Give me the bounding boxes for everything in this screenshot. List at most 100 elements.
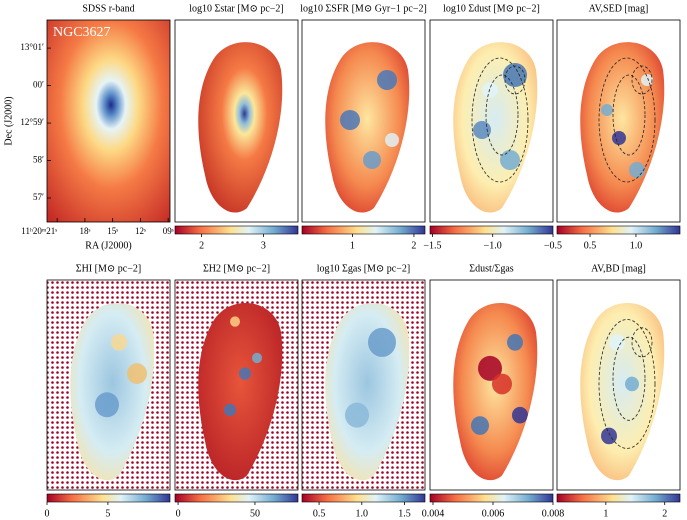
y-axis-label: Dec (J2000): [3, 96, 14, 145]
y-tick-label: 58′: [33, 155, 44, 165]
contour: [598, 319, 656, 449]
map: [198, 42, 283, 213]
map-feature: [363, 151, 381, 169]
colorbar-tick-label: 2: [662, 508, 667, 519]
contour: [631, 327, 653, 358]
galaxy-map: [580, 302, 665, 481]
y-tick-label: 57′: [33, 192, 44, 202]
map-features: [598, 319, 656, 449]
colorbar-tick-label: 1.0: [630, 240, 643, 251]
map: [198, 302, 283, 481]
map: [70, 302, 155, 481]
panel-title: Σdust/Σgas: [469, 263, 514, 274]
contour: [471, 57, 529, 183]
map-feature: [482, 82, 498, 98]
colorbar-tick-label: 0.5: [313, 508, 326, 519]
colorbar-tick-label: −1.0: [484, 240, 502, 251]
panel-title: ΣH2 [M⊙ pc−2]: [203, 263, 270, 274]
map: [453, 42, 538, 213]
colorbar: [174, 493, 299, 503]
colorbar-tick-label: 0: [176, 508, 181, 519]
panel-title: log10 ΣSFR [M⊙ Gyr−1 pc−2]: [300, 3, 427, 14]
colorbar-tick-label: 2: [411, 240, 416, 251]
frame: [301, 19, 426, 223]
x-tick-label: 15ˢ: [107, 226, 118, 236]
colorbar-tick-label: −1.5: [423, 240, 441, 251]
colorbar-tick-label: 0.5: [584, 240, 597, 251]
frame: [429, 19, 554, 223]
colorbar-tick-label: −0.5: [544, 240, 562, 251]
annotation: NGC3627: [53, 25, 111, 40]
panel-title: log10 Σstar [M⊙ pc−2]: [189, 3, 284, 14]
map-feature: [601, 427, 617, 445]
map-features: [95, 334, 147, 418]
map-feature: [609, 334, 625, 351]
map-feature: [340, 110, 360, 130]
map-feature: [95, 392, 119, 418]
map: [580, 302, 665, 481]
y-tick-label: 00′: [33, 80, 44, 90]
map-feature: [629, 162, 645, 178]
map-feature: [230, 316, 240, 327]
colorbar-tick-label: 0.004: [422, 508, 445, 519]
frame: [301, 279, 426, 491]
map-features: [345, 327, 396, 428]
contour: [485, 74, 519, 156]
colorbar: [174, 225, 299, 235]
frame: [556, 279, 681, 491]
x-axis-label: RA (J2000): [85, 240, 131, 251]
panel-title: log10 Σgas [M⊙ pc−2]: [317, 263, 410, 274]
map-features: [598, 57, 656, 183]
map-feature: [345, 402, 369, 428]
frame: [429, 279, 554, 491]
y-tick-label: 12°59′: [20, 117, 44, 127]
colorbar-tick-label: 0.006: [482, 508, 505, 519]
map-feature: [500, 150, 520, 170]
galaxy-map: [453, 42, 538, 213]
map: [325, 302, 410, 481]
x-tick-label: 18ˢ: [79, 226, 90, 236]
map-feature: [111, 334, 127, 351]
panel-title: SDSS r-band: [82, 3, 134, 14]
colorbar-tick-label: 2: [199, 240, 204, 251]
colorbar: [429, 225, 554, 235]
colorbar: [556, 493, 681, 503]
panel-title: ΣHI [M⊙ pc−2]: [76, 263, 141, 274]
contour: [612, 336, 646, 421]
map-feature: [512, 406, 528, 424]
colorbar: [301, 493, 426, 503]
colorbar-tick-label: 1: [603, 508, 608, 519]
colorbar-tick-label: 5: [105, 508, 110, 519]
contour: [504, 65, 526, 95]
contour: [598, 57, 656, 183]
colorbar-tick-label: 0: [45, 508, 50, 519]
map: [453, 302, 538, 481]
map-feature: [641, 74, 653, 86]
map: [580, 42, 665, 213]
colorbar: [429, 493, 554, 503]
map-feature: [503, 63, 527, 87]
map-feature: [625, 376, 639, 392]
map-feature: [224, 403, 236, 417]
image: [47, 20, 170, 222]
map-feature: [471, 416, 489, 435]
frame: [174, 19, 299, 223]
galaxy-map: [580, 42, 665, 213]
galaxy-map: [198, 42, 283, 213]
map-feature: [239, 367, 251, 380]
map-feature: [252, 352, 262, 364]
contour: [612, 74, 646, 156]
frame: [556, 19, 681, 223]
colorbar-tick-label: 3: [261, 240, 266, 251]
map-feature: [601, 104, 613, 116]
map-features: [471, 334, 528, 435]
x-tick-label: 09ˢ: [163, 226, 174, 236]
map-feature: [368, 327, 396, 357]
colorbar-tick-label: 0.008: [542, 508, 565, 519]
map-feature: [478, 355, 502, 381]
panel-title: log10 Σdust [M⊙ pc−2]: [443, 3, 540, 14]
colorbar: [556, 225, 681, 235]
map: [325, 42, 410, 213]
galaxy-map: [70, 302, 155, 481]
